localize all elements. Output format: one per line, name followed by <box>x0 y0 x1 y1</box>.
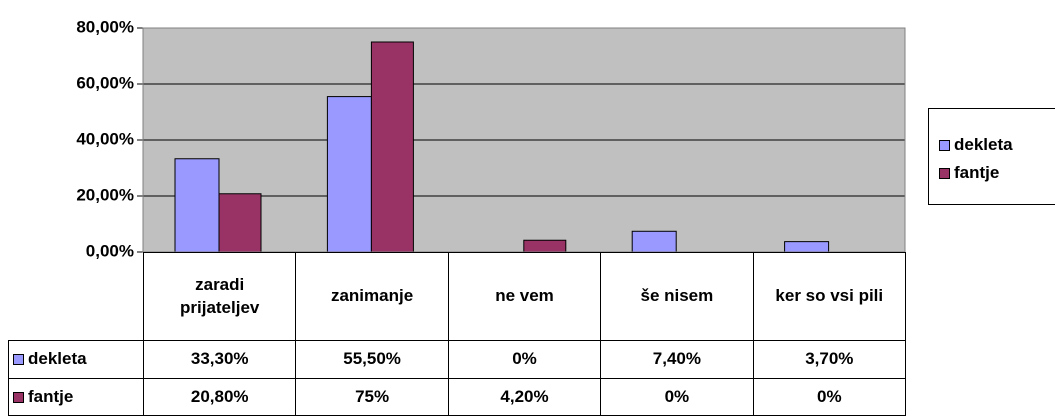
bar <box>784 241 830 253</box>
x-tick-label: zaradi prijateljev <box>180 274 260 317</box>
legend-entry: dekleta <box>939 131 1055 159</box>
value-cell: 55,50% <box>295 340 449 379</box>
value-cell: 0% <box>600 378 754 416</box>
value-cell: 3,70% <box>752 340 906 379</box>
legend-entry: fantje <box>939 159 1055 187</box>
bar <box>631 230 677 253</box>
bar <box>218 193 262 253</box>
legend-label: fantje <box>954 163 1000 182</box>
value-cell: 33,30% <box>143 340 297 379</box>
category-cell: zaradi prijateljev <box>143 252 297 341</box>
legend-key-cell: fantje <box>8 378 144 416</box>
y-tick-label: 80,00% <box>76 17 134 36</box>
bar <box>523 239 567 253</box>
category-cell: ne vem <box>447 252 602 341</box>
legend: dekleta fantje <box>928 108 1055 205</box>
bar <box>370 41 414 253</box>
legend-label: dekleta <box>954 135 1013 154</box>
value-cell: 75% <box>295 378 449 416</box>
x-tick-label: zanimanje <box>330 286 414 306</box>
category-cell: ker so vsi pili <box>752 252 906 341</box>
value-cell: 7,40% <box>600 340 754 379</box>
x-tick-label: še nisem <box>640 286 714 306</box>
series-name: fantje <box>28 386 74 406</box>
legend-key-cell: dekleta <box>8 340 144 379</box>
bar <box>174 158 220 253</box>
x-tick-label: ne vem <box>495 286 554 306</box>
bar <box>326 96 372 253</box>
value-cell: 0% <box>447 340 602 379</box>
legend-swatch <box>13 354 24 365</box>
category-cell: še nisem <box>600 252 754 341</box>
category-cell: zanimanje <box>295 252 449 341</box>
legend-swatch <box>13 391 24 403</box>
value-cell: 4,20% <box>447 378 602 416</box>
legend-swatch <box>939 167 950 179</box>
x-tick-label: ker so vsi pili <box>775 286 884 306</box>
legend-swatch <box>939 139 950 151</box>
y-tick-label: 40,00% <box>76 129 134 148</box>
value-cell: 0% <box>752 378 906 416</box>
value-cell: 20,80% <box>143 378 297 416</box>
y-tick-label: 20,00% <box>76 185 134 204</box>
y-tick-label: 60,00% <box>76 73 134 92</box>
series-name: dekleta <box>28 349 87 369</box>
y-tick-label: 0,00% <box>86 241 134 260</box>
